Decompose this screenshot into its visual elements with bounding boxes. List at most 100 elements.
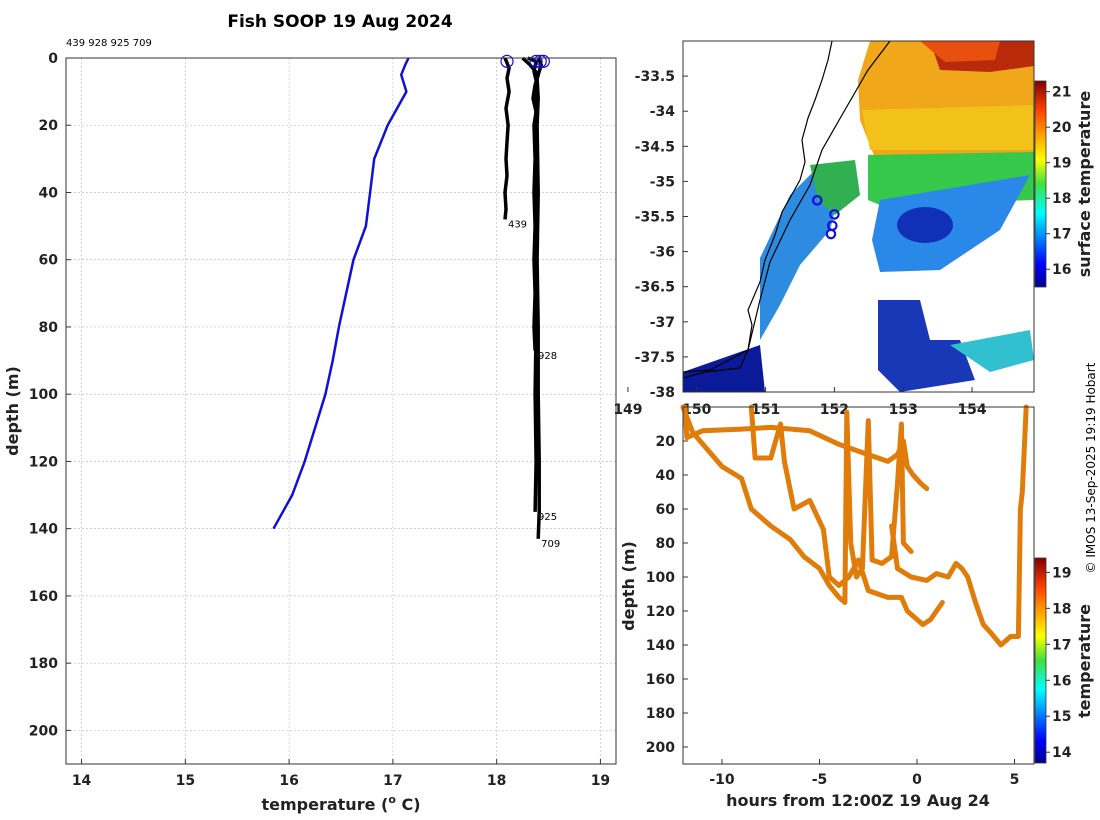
- sst-yellow-band: [862, 105, 1034, 150]
- profile-y-axis-label: depth (m): [3, 366, 22, 456]
- map-y-tick-label: -37.5: [635, 350, 675, 366]
- map-x-tick-label: 150: [682, 402, 711, 418]
- x-tick-label: 18: [487, 773, 506, 789]
- depth-track-925: [748, 404, 945, 628]
- map-x-tick-label: 149: [613, 402, 642, 418]
- time-y-tick-label: 20: [656, 434, 676, 450]
- time-x-tick-label: 5: [1010, 772, 1020, 788]
- temperature-profile-panel: 439 928 925 709 14 15 16 17 18 19 0 20 40 60 80 100 120…: [3, 51, 617, 814]
- profile-line-925: [527, 56, 539, 512]
- profile-start-marker: [536, 54, 550, 68]
- sst-colorbar-tick-label: 20: [1052, 120, 1072, 136]
- time-y-tick-label: 180: [646, 706, 675, 722]
- profile-end-label: 925: [538, 512, 557, 523]
- time-y-tick-label: 160: [646, 672, 675, 688]
- map-y-tick-label: -37: [650, 315, 675, 331]
- y-tick-label: 40: [39, 185, 59, 201]
- map-station-marker: [811, 195, 823, 206]
- sst-colorbar-label: surface temperature: [1075, 91, 1094, 278]
- profile-line-climatology: [272, 57, 410, 530]
- y-tick-label: 20: [39, 118, 59, 134]
- x-tick-label: 19: [591, 773, 610, 789]
- profile-start-marker: [533, 54, 547, 68]
- time-x-tick-label: -5: [812, 772, 828, 788]
- time-y-tick-label: 80: [656, 536, 676, 552]
- map-station-marker: [825, 228, 837, 240]
- temperature-colorbar-tick-label: 14: [1052, 745, 1072, 761]
- temperature-colorbar-label: temperature: [1075, 604, 1094, 718]
- y-tick-label: 120: [29, 454, 58, 470]
- profile-end-label: 928: [538, 351, 557, 362]
- y-tick-label: 60: [39, 253, 59, 269]
- y-tick-label: 100: [29, 387, 58, 403]
- x-tick-label: 15: [176, 773, 195, 789]
- depth-time-axes-frame: [682, 406, 1035, 765]
- map-station-marker: [829, 209, 840, 220]
- sst-colorbar: [1034, 80, 1047, 288]
- time-x-axis-label: hours from 12:00Z 19 Aug 24: [726, 791, 990, 810]
- depth-track-439: [682, 404, 930, 492]
- map-y-tick-label: -36: [650, 245, 675, 261]
- temperature-colorbar-tick-label: 19: [1052, 565, 1071, 581]
- map-x-tick-label: 154: [957, 402, 986, 418]
- shelf-contour: [683, 41, 891, 373]
- profile-x-axis-label: temperature (o C): [261, 793, 420, 814]
- sst-hot-edge: [920, 41, 1000, 62]
- profile-line-709: [535, 57, 544, 539]
- sst-cold-patch: [878, 300, 975, 392]
- map-x-tick-label: 153: [889, 402, 918, 418]
- sst-colorbar-tick-label: 17: [1052, 227, 1071, 243]
- chart-title: Fish SOOP 19 Aug 2024: [227, 12, 453, 32]
- sst-map-panel: -33.5 -34 -34.5 -35 -35.5 -36 -36.5 -37 -37.5 -38…: [613, 40, 1094, 418]
- temperature-colorbar-tick-label: 17: [1052, 637, 1071, 653]
- sst-colorbar-tick-label: 21: [1052, 85, 1071, 101]
- x-tick-label: 17: [383, 773, 402, 789]
- time-y-tick-label: 60: [656, 502, 676, 518]
- map-y-tick-label: -34: [650, 104, 676, 120]
- x-tick-label: 16: [279, 773, 298, 789]
- profile-line-439: [503, 57, 511, 220]
- y-tick-label: 0: [48, 51, 58, 67]
- y-tick-label: 140: [29, 522, 58, 538]
- x-tick-label: 14: [72, 773, 92, 789]
- profile-ids-label: 439 928 925 709: [66, 38, 152, 49]
- copyright-note: © IMOS 13-Sep-2025 19:19 Hobart: [1084, 362, 1098, 573]
- sst-colorbar-tick-label: 18: [1052, 191, 1071, 207]
- map-y-tick-label: -36.5: [635, 280, 675, 296]
- time-x-tick-label: -10: [709, 772, 735, 788]
- depth-time-panel: -10 -5 0 5 20 40 60 80 100 120 140 160 180 200 hours …: [619, 404, 1094, 810]
- temperature-colorbar-tick-label: 15: [1052, 709, 1071, 725]
- y-tick-label: 80: [39, 320, 59, 336]
- time-x-tick-label: 0: [912, 772, 922, 788]
- time-y-tick-label: 40: [656, 468, 676, 484]
- map-axes-frame: [682, 40, 1035, 393]
- land-mass: [683, 41, 830, 392]
- profile-start-marker: [529, 54, 543, 68]
- map-y-tick-label: -35.5: [635, 210, 675, 226]
- time-y-tick-label: 140: [646, 638, 675, 654]
- time-y-axis-label: depth (m): [619, 541, 638, 631]
- profile-end-label: 709: [541, 539, 560, 550]
- depth-track-709: [889, 404, 1029, 648]
- time-y-tick-label: 200: [646, 740, 675, 756]
- y-tick-label: 180: [29, 656, 58, 672]
- sst-colorbar-tick-label: 19: [1052, 156, 1071, 172]
- profile-axes-frame: [65, 57, 617, 765]
- temperature-colorbar-tick-label: 16: [1052, 673, 1071, 689]
- map-y-tick-label: -35: [650, 174, 675, 190]
- map-y-tick-label: -33.5: [635, 69, 675, 85]
- y-tick-label: 200: [29, 723, 58, 739]
- profile-start-marker: [500, 54, 514, 68]
- temperature-colorbar: [1034, 557, 1047, 764]
- sst-colorbar-tick-label: 16: [1052, 262, 1071, 278]
- map-y-tick-label: -34.5: [635, 139, 675, 155]
- temperature-colorbar-tick-label: 18: [1052, 601, 1071, 617]
- sst-cyan-patch: [950, 330, 1034, 372]
- map-x-tick-label: 151: [751, 402, 780, 418]
- time-y-tick-label: 100: [646, 570, 675, 586]
- shelf-water: [760, 170, 840, 340]
- sst-cold-eddy: [897, 207, 953, 243]
- map-x-tick-label: 152: [820, 402, 849, 418]
- time-y-tick-label: 120: [646, 604, 675, 620]
